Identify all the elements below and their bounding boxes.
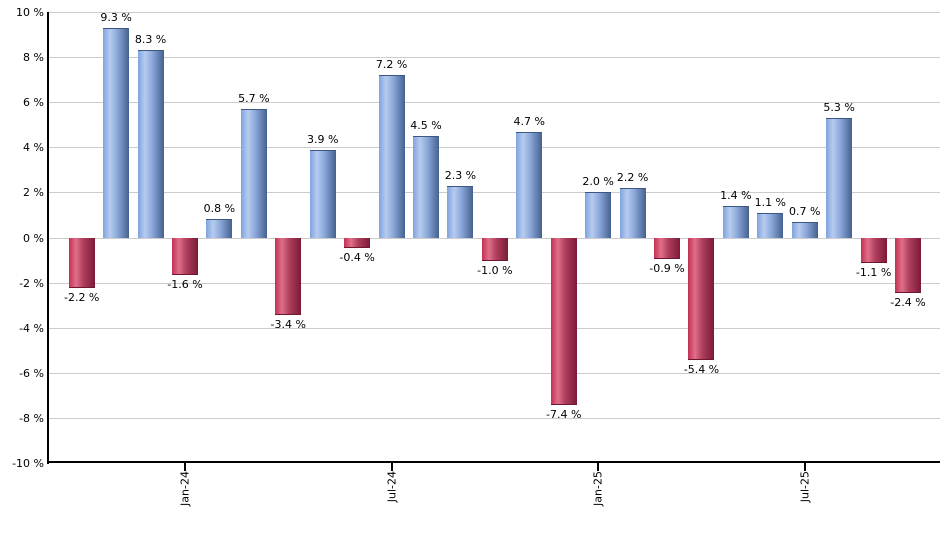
bar[interactable] bbox=[516, 131, 543, 239]
gridline--2 bbox=[48, 282, 940, 284]
bar[interactable] bbox=[171, 237, 198, 275]
bar[interactable] bbox=[654, 237, 680, 259]
y-axis-line bbox=[47, 12, 49, 464]
gridline--6 bbox=[48, 372, 940, 374]
x-tick-label: Jan-25 bbox=[591, 471, 605, 506]
gridline--8 bbox=[48, 417, 940, 419]
x-tick-label: Jan-24 bbox=[178, 471, 192, 506]
gridline-6 bbox=[48, 102, 940, 104]
bar-value-label: 0.7 % bbox=[788, 204, 821, 218]
bar-value-label: 5.7 % bbox=[238, 91, 270, 105]
bar-value-label: 8.3 % bbox=[134, 33, 167, 47]
bar-value-label: -3.4 % bbox=[270, 318, 306, 332]
bar[interactable] bbox=[275, 237, 302, 316]
y-tick-label: 0 % bbox=[23, 231, 44, 245]
y-tick-label: 10 % bbox=[16, 6, 44, 19]
y-tick-label: -10 % bbox=[12, 457, 44, 470]
bar-value-label: -1.1 % bbox=[855, 266, 892, 280]
x-axis-line bbox=[47, 461, 940, 463]
bar[interactable] bbox=[688, 237, 715, 361]
bar-value-label: 5.3 % bbox=[823, 100, 855, 114]
bar[interactable] bbox=[240, 108, 267, 239]
bar[interactable] bbox=[791, 221, 818, 239]
y-tick-label: -2 % bbox=[19, 276, 44, 290]
bar[interactable] bbox=[413, 136, 439, 239]
bar[interactable] bbox=[344, 237, 371, 248]
x-tick-mark bbox=[390, 463, 393, 471]
bar-value-label: 4.5 % bbox=[410, 119, 442, 133]
bar[interactable] bbox=[68, 237, 95, 289]
bar-value-label: 1.1 % bbox=[754, 195, 787, 209]
bar[interactable] bbox=[895, 237, 922, 293]
gridline-4 bbox=[48, 147, 940, 149]
x-tick-label: Jul-25 bbox=[798, 471, 812, 503]
bar-value-label: -5.4 % bbox=[683, 363, 720, 377]
x-tick-mark bbox=[597, 463, 600, 471]
y-tick-label: -8 % bbox=[19, 411, 44, 425]
bar-value-label: 3.9 % bbox=[306, 132, 339, 146]
gridline-8 bbox=[48, 57, 940, 59]
gridline-10 bbox=[48, 12, 940, 13]
x-tick-mark bbox=[803, 463, 806, 471]
bar-value-label: -0.4 % bbox=[339, 250, 375, 264]
bar-value-label: 0.8 % bbox=[203, 202, 236, 216]
bar-value-label: 1.4 % bbox=[720, 188, 752, 202]
bar-value-label: 2.3 % bbox=[444, 168, 477, 182]
bar-value-label: 2.0 % bbox=[582, 175, 614, 189]
bar-value-label: -2.4 % bbox=[890, 295, 926, 309]
y-tick-label: 6 % bbox=[23, 96, 44, 110]
bar-value-label: -1.0 % bbox=[477, 264, 513, 278]
bar-value-label: 4.7 % bbox=[513, 114, 546, 128]
gridline--4 bbox=[48, 327, 940, 329]
y-tick-label: -6 % bbox=[19, 366, 44, 380]
y-tick-label: 8 % bbox=[23, 51, 44, 65]
bar[interactable] bbox=[309, 149, 336, 239]
bar[interactable] bbox=[550, 237, 577, 406]
bar[interactable] bbox=[447, 185, 474, 239]
x-tick-label: Jul-24 bbox=[385, 471, 399, 503]
bar-value-label: 7.2 % bbox=[375, 58, 408, 72]
y-tick-label: 4 % bbox=[23, 141, 44, 155]
y-tick-label: 2 % bbox=[23, 186, 44, 200]
bar[interactable] bbox=[826, 117, 853, 239]
gridline-2 bbox=[48, 192, 940, 194]
bar[interactable] bbox=[378, 75, 405, 239]
x-tick-mark bbox=[183, 463, 186, 471]
bar-value-label: -1.6 % bbox=[167, 277, 203, 291]
bar[interactable] bbox=[757, 212, 784, 239]
y-tick-label: -4 % bbox=[19, 321, 44, 335]
bar[interactable] bbox=[619, 187, 646, 239]
bar[interactable] bbox=[860, 237, 887, 264]
bar[interactable] bbox=[137, 50, 164, 239]
bar[interactable] bbox=[722, 205, 749, 239]
bar[interactable] bbox=[585, 192, 612, 239]
bar-value-label: -7.4 % bbox=[546, 408, 582, 422]
bar[interactable] bbox=[206, 219, 233, 239]
bar[interactable] bbox=[103, 27, 130, 239]
bar-value-label: -0.9 % bbox=[649, 261, 685, 275]
bar-value-label: 2.2 % bbox=[616, 170, 649, 184]
bar[interactable] bbox=[481, 237, 508, 262]
bar-value-label: -2.2 % bbox=[63, 291, 100, 305]
bar-value-label: 9.3 % bbox=[100, 10, 132, 24]
